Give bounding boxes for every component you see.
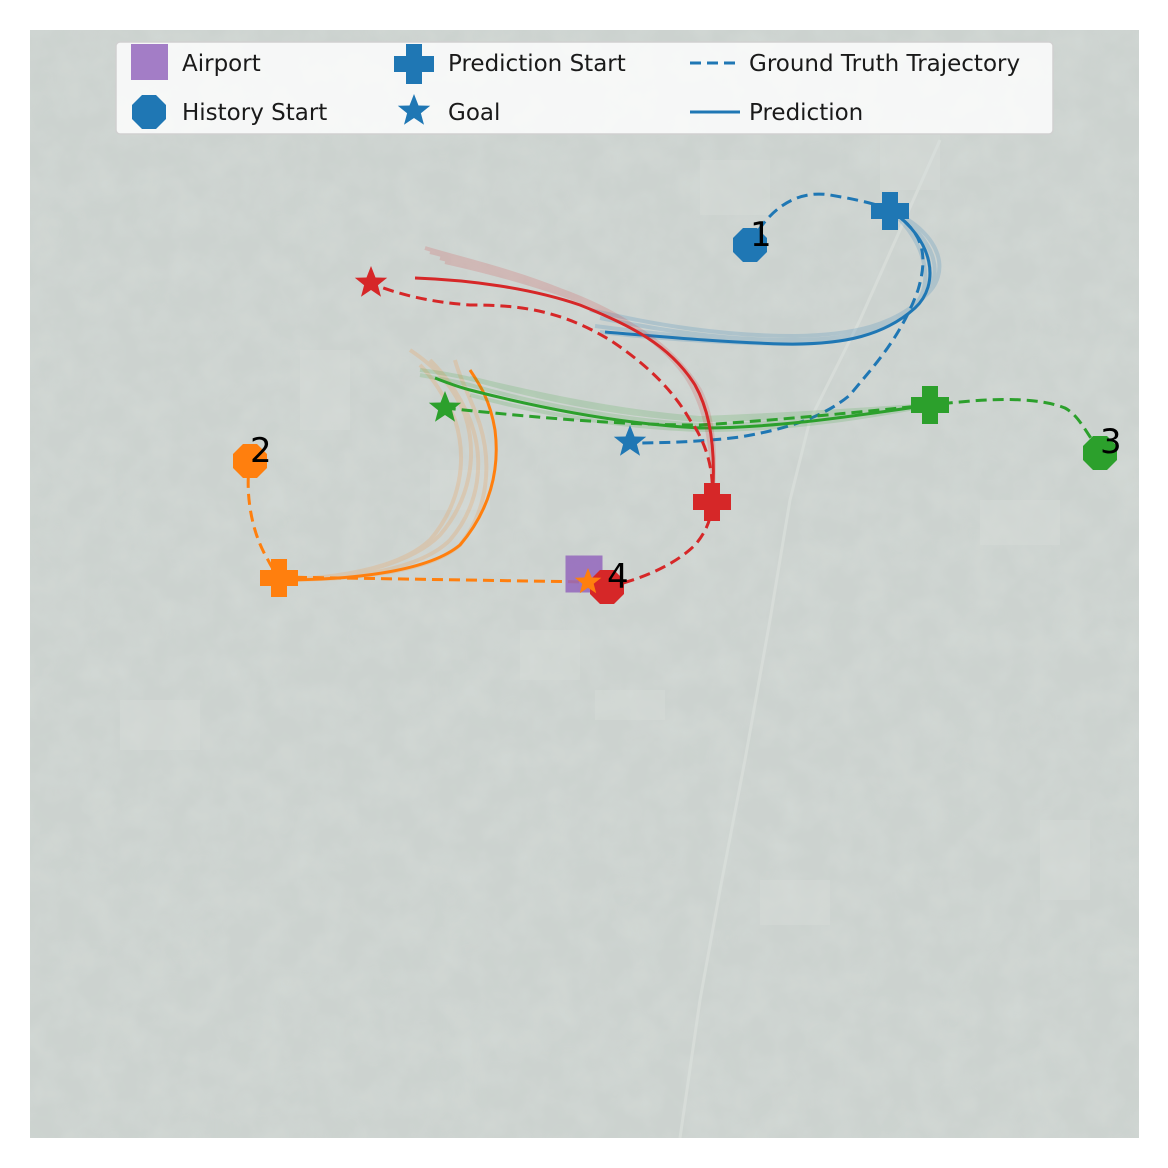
agent-1-goal (613, 425, 647, 456)
legend-airport-label: Airport (182, 51, 261, 77)
agent-4-label: 4 (607, 557, 629, 597)
agent-2-history-start (233, 444, 267, 478)
agent-3-trajectory (419, 368, 1102, 453)
agent-3-goal (428, 391, 462, 422)
agent-2-history (246, 459, 281, 579)
legend: Airport History Start Prediction Start G… (115, 41, 1054, 135)
agent-1-history-start (733, 228, 767, 262)
legend-goal-label: Goal (448, 100, 500, 126)
agent-2-prediction-start (260, 559, 298, 597)
agent-3-prediction (434, 376, 931, 430)
trajectories (246, 192, 1102, 589)
agent-2-label: 2 (250, 431, 272, 471)
agent-4-trajectory (369, 246, 716, 589)
agent-4-prediction (414, 276, 715, 503)
legend-prediction-start-label: Prediction Start (448, 51, 626, 77)
agent-1-label: 1 (750, 215, 772, 255)
markers (233, 192, 1117, 604)
agent-4-goal (354, 266, 388, 297)
legend-prediction-start-icon (394, 44, 434, 84)
legend-prediction-label: Prediction (749, 100, 863, 126)
agent-3-label: 3 (1100, 422, 1122, 462)
legend-history-start-label: History Start (182, 100, 327, 126)
agent-2-trajectory (246, 348, 591, 584)
agent-3-prediction-start (911, 386, 949, 424)
agent-3-ground-truth (444, 403, 931, 427)
agent-3-history-start (1083, 436, 1117, 470)
agent-4-history (606, 501, 714, 589)
legend-ground-truth-label: Ground Truth Trajectory (749, 51, 1020, 77)
agent-2-prediction (278, 369, 498, 582)
agent-1-prediction-start (871, 192, 909, 230)
agent-1-trajectory (589, 192, 942, 445)
legend-history-start-icon (132, 95, 166, 129)
agent-1-prediction (604, 208, 932, 346)
agent-labels: 1 2 3 4 (250, 215, 1122, 597)
agent-4-ground-truth (369, 281, 715, 503)
agent-2-goal (574, 568, 602, 594)
agent-4-prediction-start (693, 483, 731, 521)
legend-airport-icon (131, 44, 168, 80)
legend-goal-icon (397, 94, 431, 125)
